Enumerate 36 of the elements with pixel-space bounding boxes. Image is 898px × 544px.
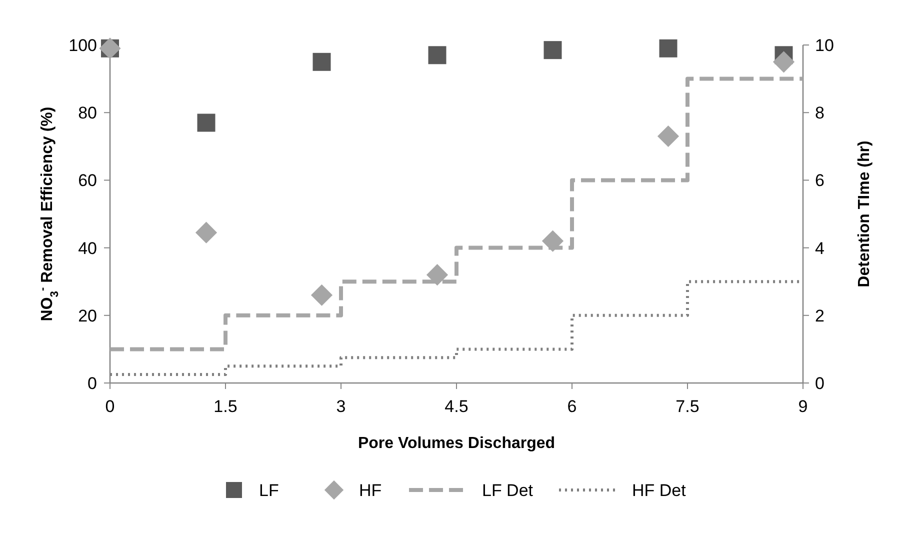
point xyxy=(312,52,331,71)
point xyxy=(197,114,216,132)
point xyxy=(659,39,678,58)
y-tick-label: 40 xyxy=(78,238,97,258)
y-tick-label: 20 xyxy=(78,306,97,326)
y-tick-label: 0 xyxy=(88,374,97,393)
x-tick-label: 7.5 xyxy=(676,397,700,416)
y2-tick-label: 0 xyxy=(815,374,824,393)
x-tick-label: 0 xyxy=(105,397,115,416)
point xyxy=(542,230,564,252)
x-axis-title: Pore Volumes Discharged xyxy=(358,435,556,452)
point xyxy=(657,125,680,148)
point xyxy=(544,41,562,60)
y2-tick-label: 10 xyxy=(815,36,834,55)
y2-tick-label: 6 xyxy=(815,171,824,190)
y2-tick-label: 2 xyxy=(815,306,824,326)
legend-label: HF Det xyxy=(632,481,686,500)
legend-label: HF xyxy=(359,481,382,500)
point xyxy=(772,51,795,73)
point xyxy=(195,222,218,244)
y2-tick-label: 4 xyxy=(815,238,824,258)
x-tick-label: 6 xyxy=(567,397,577,416)
legend-label: LF xyxy=(259,481,279,500)
y2-axis-title: Detention TIme (hr) xyxy=(856,140,873,288)
legend-label: LF Det xyxy=(482,481,534,500)
point xyxy=(428,46,446,64)
x-tick-label: 9 xyxy=(798,397,808,416)
y2-tick-label: 8 xyxy=(815,104,824,123)
y-tick-label: 60 xyxy=(78,171,97,190)
x-tick-label: 3 xyxy=(336,397,346,416)
x-tick-label: 4.5 xyxy=(444,397,468,416)
y-tick-label: 100 xyxy=(68,36,97,55)
point xyxy=(310,284,333,306)
y-tick-label: 80 xyxy=(78,104,97,123)
x-tick-label: 1.5 xyxy=(214,397,238,416)
point xyxy=(426,264,448,286)
